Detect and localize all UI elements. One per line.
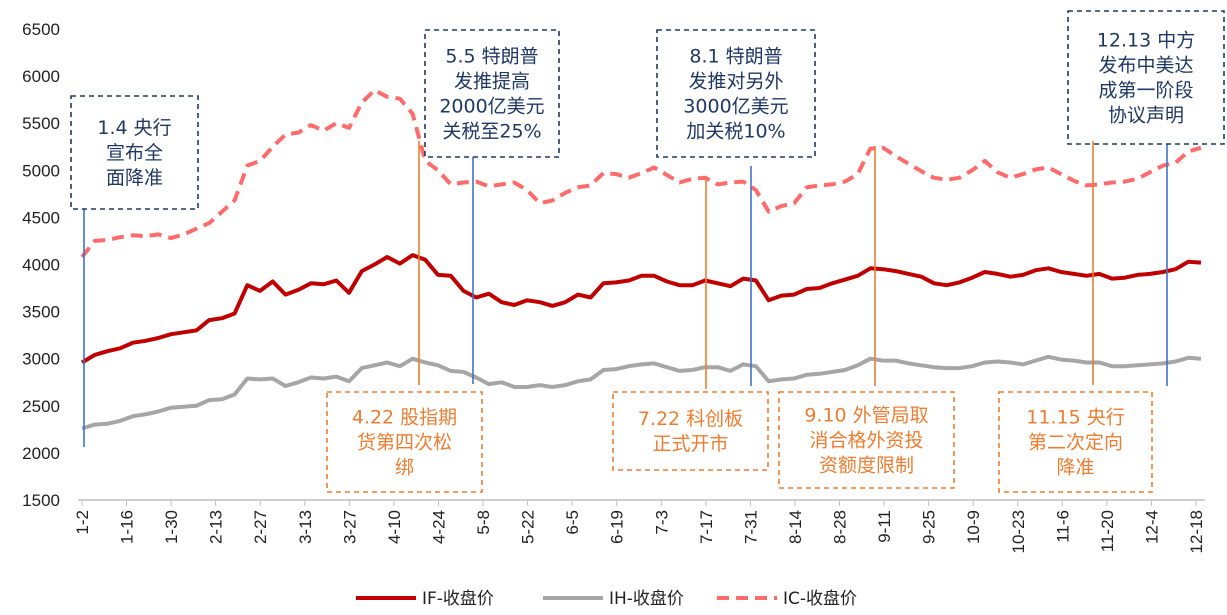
annotation-text: 协议声明	[1108, 105, 1184, 127]
annotation-box	[998, 391, 1153, 493]
x-tick-label: 5-22	[519, 510, 538, 544]
series-line-2	[81, 354, 1202, 431]
y-tick-label: 4000	[22, 256, 60, 275]
annotation-text: 货第四次松	[357, 432, 452, 454]
x-tick-label: 2-13	[207, 510, 226, 544]
annotation-text: 9.10 外管局取	[804, 405, 928, 427]
series-layer	[80, 88, 1202, 431]
y-tick-label: 3500	[22, 303, 60, 322]
annotation-box	[326, 391, 483, 493]
annotation-text: 发推对另外	[688, 71, 783, 93]
y-tick-label: 2000	[22, 444, 60, 463]
annotation-text: 1.4 央行	[97, 117, 171, 139]
x-tick-label: 8-28	[831, 510, 850, 544]
annotation-text: 降准	[1056, 457, 1094, 479]
annotation-text: 成第一阶段	[1098, 80, 1193, 102]
annotation-box	[612, 391, 769, 471]
legend: IF-收盘价 IH-收盘价 IC-收盘价	[356, 589, 857, 609]
annotation-box	[778, 391, 955, 489]
axes: 1500 2000 2500 3000 3500 4000 4500 5000 5500 6000…	[22, 20, 1206, 553]
y-tick-label: 3000	[22, 350, 60, 369]
x-tick-label: 10-9	[964, 510, 983, 544]
annotation-text: 12.13 中方	[1097, 30, 1195, 52]
x-tick-label: 9-25	[920, 510, 939, 544]
x-tick-label: 3-27	[340, 510, 359, 544]
y-tick-label: 1500	[22, 491, 60, 510]
x-tick-label: 3-13	[296, 510, 315, 544]
annotation-text: 绑	[395, 457, 414, 479]
x-tick-label: 8-14	[786, 510, 805, 544]
x-tick-label: 10-23	[1009, 510, 1028, 553]
y-tick-label: 6500	[22, 20, 60, 39]
annotation-text: 消合格外资投	[809, 430, 923, 452]
x-tick-label: 4-24	[429, 510, 448, 544]
y-tick-label: 6000	[22, 67, 60, 86]
annotation-text: 第二次定向	[1028, 432, 1123, 454]
x-tick-label: 6-5	[563, 510, 582, 535]
x-tick-label: 7-17	[697, 510, 716, 544]
x-tick-label: 12-4	[1142, 510, 1161, 544]
annotation-box	[656, 29, 816, 158]
x-tick-label: 9-11	[875, 510, 894, 543]
x-tick-label: 7-31	[741, 510, 760, 544]
x-tick-label: 1-30	[162, 510, 181, 544]
annotation-text: 加关税10%	[686, 121, 785, 143]
annotation-box	[70, 95, 199, 210]
legend-label-2: IH-收盘价	[609, 589, 684, 609]
x-tick-label: 6-19	[608, 510, 627, 544]
annotation-text: 7.22 科创板	[638, 408, 743, 430]
annotation-text: 宣布全	[106, 142, 163, 164]
annotation-text: 资额度限制	[819, 455, 914, 477]
legend-label-3: IC-收盘价	[783, 589, 857, 609]
x-tick-label: 7-3	[652, 510, 671, 535]
series-line-3	[80, 88, 1202, 259]
annotation-text: 5.5 特朗普	[445, 46, 538, 68]
x-tick-label: 2-27	[251, 510, 270, 544]
x-tick-label: 4-10	[385, 510, 404, 544]
annotation-text: 3000亿美元	[683, 96, 788, 118]
x-tick-label: 11-20	[1098, 510, 1117, 552]
y-tick-label: 4500	[22, 208, 60, 227]
x-tick-label: 11-6	[1053, 510, 1072, 543]
annotation-text: 关税至25%	[442, 121, 541, 143]
x-tick-label: 1-2	[73, 510, 92, 535]
annotation-box	[424, 29, 560, 158]
annotation-text: 2000亿美元	[439, 96, 544, 118]
x-tick-label: 5-8	[474, 510, 493, 535]
annotation-text: 11.15 央行	[1026, 407, 1124, 429]
annotation-text: 4.22 股指期	[352, 407, 457, 429]
annotation-text: 发布中美达	[1098, 55, 1193, 77]
series-line-1	[80, 253, 1202, 365]
y-tick-label: 5000	[22, 161, 60, 180]
legend-label-1: IF-收盘价	[422, 589, 494, 609]
y-tick-label: 2500	[22, 397, 60, 416]
annotation-box	[1067, 10, 1225, 145]
annotation-text: 面降准	[106, 167, 163, 189]
y-tick-label: 5500	[22, 114, 60, 133]
x-tick-label: 12-18	[1187, 510, 1206, 553]
annotation-text: 正式开市	[652, 433, 728, 455]
annotation-text: 8.1 特朗普	[689, 46, 782, 68]
x-tick-label: 1-16	[118, 510, 137, 544]
annotation-text: 发推提高	[454, 71, 530, 93]
